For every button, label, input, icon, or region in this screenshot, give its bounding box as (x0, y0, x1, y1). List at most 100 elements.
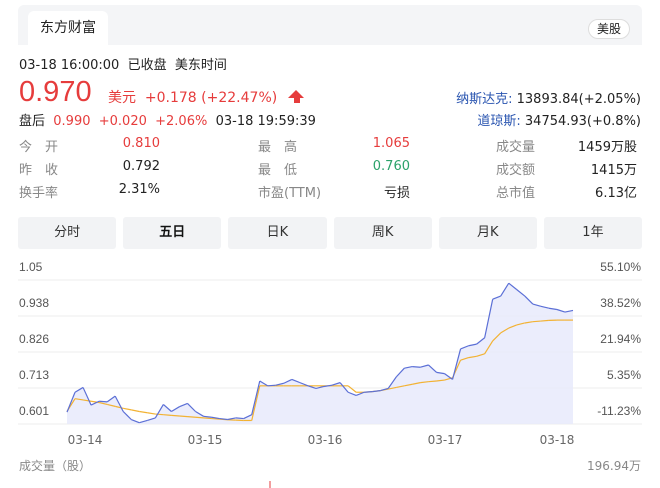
y-tick-label: 0.826 (19, 332, 49, 346)
index-value: 34754.93(+0.8%) (524, 114, 641, 129)
price-segment (267, 384, 276, 387)
tab-one-year[interactable]: 1年 (543, 217, 643, 249)
average-segment (211, 417, 220, 420)
price-segment (532, 303, 542, 307)
after-hours-change: +0.020 (98, 114, 147, 129)
price-segment (235, 417, 244, 420)
price-segment (154, 404, 164, 419)
x-tick-label: 03-15 (188, 433, 223, 447)
index-name[interactable]: 道琼斯: (477, 114, 521, 129)
stat-value: 0.810 (122, 136, 160, 151)
tab-daily-k[interactable]: 日K (228, 217, 327, 249)
market-badge[interactable]: 美股 (587, 19, 630, 39)
market-state: 已收盘 (127, 58, 167, 73)
stat-label: 今 开 (19, 140, 59, 155)
price-segment (90, 400, 100, 406)
average-segment (163, 414, 172, 416)
average-segment (468, 355, 477, 359)
index-value: 13893.84(+2.05%) (516, 92, 641, 107)
after-hours-price: 0.990 (53, 114, 91, 129)
volume-max: 196.94万 (587, 459, 641, 473)
price-change: +0.178 (+22.47%) (144, 90, 278, 106)
y-pct-tick-label: 38.52% (600, 296, 641, 310)
price-segment (162, 403, 172, 412)
stat-label: 昨 收 (19, 163, 59, 178)
y-tick-label: 0.601 (19, 404, 49, 418)
index-nasdaq[interactable]: 纳斯达克: 13893.84(+2.05%) (456, 88, 641, 107)
price-segment (556, 308, 566, 313)
price-segment (420, 364, 429, 368)
price-segment (380, 387, 389, 392)
source-tab[interactable]: 东方财富 (28, 11, 108, 45)
index-dow[interactable]: 道琼斯: 34754.93(+0.8%) (477, 110, 641, 129)
average-segment (251, 385, 261, 421)
price-segment (404, 366, 413, 369)
price-segment (516, 289, 526, 297)
price-segment (203, 415, 212, 418)
x-tick-label: 03-17 (428, 433, 463, 447)
stat-value: 亏损 (383, 186, 410, 201)
timezone: 美东时间 (174, 58, 227, 73)
price-segment (99, 400, 108, 403)
y-pct-tick-label: 55.10% (600, 260, 641, 274)
average-segment (179, 415, 188, 418)
stat-label: 最 低 (258, 163, 298, 178)
price-segment (114, 395, 124, 412)
price-segment (147, 417, 156, 422)
five-day-chart[interactable]: 1.05 55.10% 0.938 38.52% 0.826 21.94% 0.713 5.3… (0, 255, 660, 488)
index-name[interactable]: 纳斯达克: (456, 92, 513, 107)
price-segment (355, 391, 365, 397)
average-segment (484, 340, 494, 355)
average-segment (107, 403, 116, 407)
arrow-up-stem-icon (294, 95, 301, 103)
price-segment (243, 414, 252, 420)
price-segment (540, 305, 550, 309)
average-segment (532, 320, 541, 323)
price-segment (331, 382, 341, 386)
price-segment (66, 392, 76, 413)
tab-monthly-k[interactable]: 月K (438, 217, 537, 249)
header-bar: 东方财富 美股 (18, 5, 642, 45)
stat-value: 1415万 (590, 163, 637, 178)
price-segment (299, 382, 309, 387)
price-segment (492, 295, 501, 300)
tab-intraday[interactable]: 分时 (18, 217, 117, 249)
average-segment (436, 379, 445, 382)
price-segment (82, 387, 92, 406)
average-segment (171, 414, 180, 417)
price-segment (171, 406, 180, 413)
stat-label: 市盈(TTM) (258, 186, 322, 201)
y-tick-label: 0.713 (19, 368, 49, 382)
stat-value: 2.31% (118, 182, 160, 197)
volume-label: 成交量（股） (19, 458, 91, 473)
price-segment (387, 376, 397, 389)
stat-value: 1459万股 (577, 140, 637, 155)
price-segment (436, 371, 445, 375)
price-segment (106, 395, 116, 403)
average-segment (476, 353, 485, 357)
average-segment (540, 319, 549, 322)
price-segment (508, 282, 518, 291)
average-segment (203, 417, 212, 420)
y-tick-label: 0.938 (19, 296, 49, 310)
tab-five-day[interactable]: 五日 (123, 217, 222, 249)
average-segment (187, 416, 196, 418)
currency: 美元 (108, 90, 136, 106)
price-segment (564, 309, 574, 313)
average-segment (500, 327, 510, 334)
average-segment (74, 398, 84, 401)
tab-weekly-k[interactable]: 周K (333, 217, 432, 249)
average-segment (428, 380, 437, 383)
price-segment (219, 417, 228, 421)
price-area (67, 283, 573, 424)
average-segment (460, 357, 469, 361)
y-pct-tick-label: 21.94% (600, 332, 641, 346)
average-segment (404, 383, 413, 387)
price-segment (548, 307, 558, 311)
average-segment (396, 385, 405, 389)
price-segment (323, 384, 333, 388)
price-segment (347, 391, 357, 397)
x-tick-label: 03-16 (308, 433, 343, 447)
average-segment (420, 381, 429, 384)
period-tabs: 分时 五日 日K 周K 月K 1年 (18, 217, 643, 249)
